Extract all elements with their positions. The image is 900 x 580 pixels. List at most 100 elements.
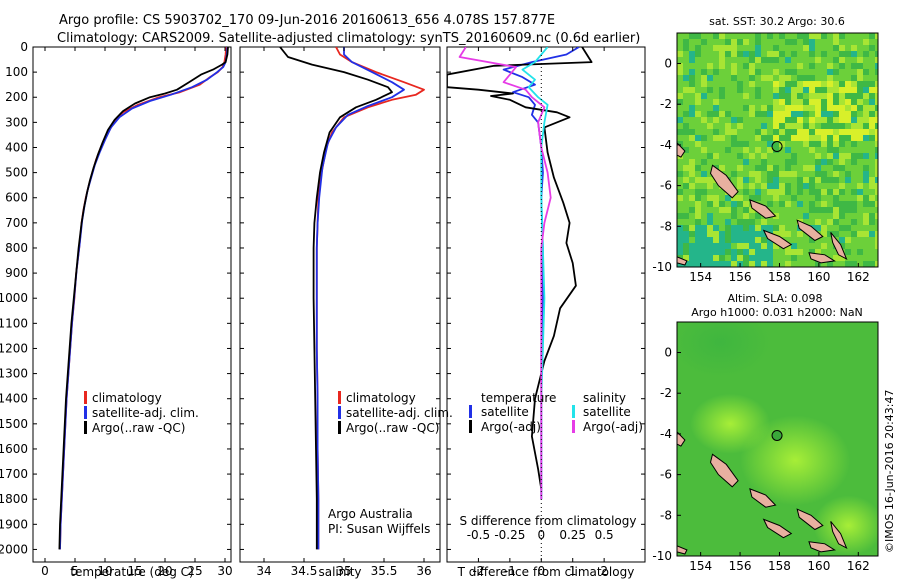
sst-cell (857, 81, 863, 87)
sst-cell (689, 33, 695, 39)
series-line-climatology (59, 47, 228, 550)
sst-cell (701, 81, 707, 87)
sst-cell (803, 147, 809, 153)
sst-cell (845, 147, 851, 153)
sst-cell (707, 183, 713, 189)
depth-tick-label: 1100 (0, 316, 28, 330)
sst-cell (785, 129, 791, 135)
sst-cell (773, 51, 779, 57)
sst-cell (749, 261, 755, 267)
sst-cell (869, 141, 875, 147)
sst-cell (851, 33, 857, 39)
sst-cell (779, 249, 785, 255)
sst-cell (725, 33, 731, 39)
sst-map-ticks: 154 156 158 160 162 0 -2 -4 -6 -8 -10 (652, 57, 869, 284)
sst-cell (845, 33, 851, 39)
sst-cell (869, 255, 875, 261)
sst-cell (869, 39, 875, 45)
sst-cell (707, 45, 713, 51)
sst-cell (749, 183, 755, 189)
sst-cell (791, 123, 797, 129)
sst-cell (875, 99, 878, 105)
sst-cell (827, 189, 833, 195)
sst-cell (743, 159, 749, 165)
sst-cell (743, 57, 749, 63)
sst-cell (821, 33, 827, 39)
sst-cell (731, 153, 737, 159)
sst-cell (773, 105, 779, 111)
sst-cell (821, 117, 827, 123)
sst-cell (815, 171, 821, 177)
sst-cell (821, 153, 827, 159)
sst-cell (725, 81, 731, 87)
sst-cell (719, 165, 725, 171)
sst-cell (743, 117, 749, 123)
sst-cell (683, 261, 689, 267)
lat-tick-label: -2 (660, 97, 672, 111)
sst-cell (809, 39, 815, 45)
sst-cell (683, 165, 689, 171)
sst-cell (761, 111, 767, 117)
sst-cell (827, 177, 833, 183)
island-landmass (677, 142, 686, 158)
sst-cell (851, 93, 857, 99)
sst-cell (755, 51, 761, 57)
sst-cell (821, 99, 827, 105)
sst-cell (797, 171, 803, 177)
sst-cell (785, 165, 791, 171)
sst-cell (875, 201, 878, 207)
sst-cell (851, 51, 857, 57)
sst-cell (785, 225, 791, 231)
sst-cell (773, 93, 779, 99)
sst-cell (695, 117, 701, 123)
sst-cell (875, 207, 878, 213)
sst-cell (863, 75, 869, 81)
sst-cell (737, 141, 743, 147)
sst-cell (689, 231, 695, 237)
sst-cell (803, 261, 809, 267)
sst-cell (773, 225, 779, 231)
sst-cell (695, 51, 701, 57)
sst-cell (827, 135, 833, 141)
sst-cell (845, 111, 851, 117)
sst-cell (761, 123, 767, 129)
sst-cell (809, 93, 815, 99)
sst-cell (773, 117, 779, 123)
sst-cell (821, 237, 827, 243)
sst-cell (827, 237, 833, 243)
legend-swatch-argo (84, 421, 87, 434)
sst-cell (737, 255, 743, 261)
sst-cell (719, 153, 725, 159)
sst-cell (875, 69, 878, 75)
sst-cell (707, 255, 713, 261)
sst-cell (695, 213, 701, 219)
sst-cell (809, 141, 815, 147)
sst-cell (827, 195, 833, 201)
sst-cell (755, 231, 761, 237)
sst-cell (785, 33, 791, 39)
sst-cell (701, 51, 707, 57)
legend-label-sal-argo: Argo(-adj) (583, 420, 643, 434)
sst-cell (785, 141, 791, 147)
sst-cell (731, 87, 737, 93)
sst-cell (839, 93, 845, 99)
sst-cell (827, 45, 833, 51)
sst-cell (785, 177, 791, 183)
x-tick-label: 2 (600, 564, 608, 578)
sst-cell (749, 255, 755, 261)
sst-cell (821, 69, 827, 75)
depth-tick-label: 0 (20, 40, 28, 54)
lat-tick-label: 0 (664, 57, 672, 71)
sst-cell (809, 99, 815, 105)
sst-cell (875, 195, 878, 201)
sst-cell (743, 195, 749, 201)
sst-cell (821, 189, 827, 195)
sst-cell (797, 231, 803, 237)
sst-cell (857, 69, 863, 75)
island-landmass (796, 219, 824, 242)
sst-cell (755, 255, 761, 261)
sst-cell (791, 141, 797, 147)
sst-cell (845, 225, 851, 231)
sst-cell (857, 45, 863, 51)
sst-cell (845, 63, 851, 69)
